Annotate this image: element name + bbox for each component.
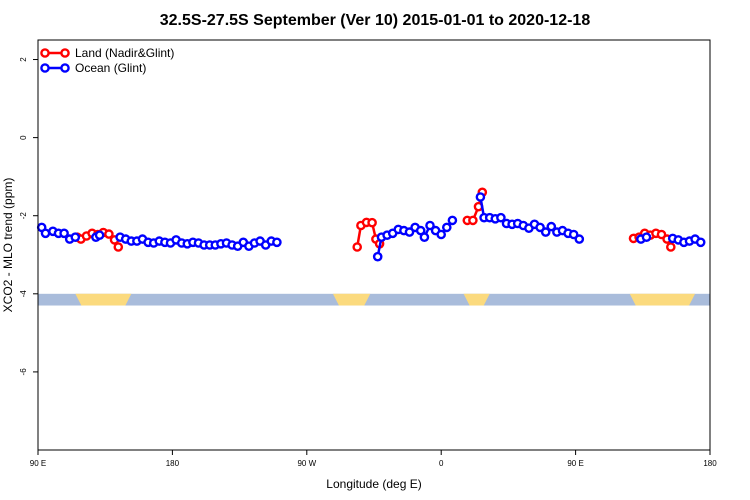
data-point: [475, 192, 486, 202]
data-point: [352, 242, 363, 252]
legend-item-1: Ocean (Glint): [40, 61, 146, 75]
x-tick-label: 90 W: [297, 459, 316, 468]
data-point: [496, 212, 506, 223]
x-tick-label: 180: [166, 459, 180, 468]
data-point: [367, 217, 377, 228]
y-tick-label: -6: [19, 368, 28, 376]
plot-frame: [37, 39, 711, 451]
data-point: [104, 229, 114, 239]
legend-marker: [60, 48, 70, 58]
y-axis-label: XCO2 - MLO trend (ppm): [1, 178, 15, 313]
data-point: [666, 242, 676, 252]
legend-label: Land (Nadir&Glint): [75, 46, 174, 60]
data-point: [59, 228, 69, 239]
land-ocean-band: [38, 293, 710, 306]
data-point: [695, 237, 706, 248]
data-point: [113, 242, 124, 252]
data-point: [468, 215, 478, 226]
ocean-band: [38, 293, 710, 306]
x-axis-ticks: 90 E 180 90 W 0 90 E 180: [30, 450, 717, 468]
data-point: [70, 232, 81, 242]
data-point: [372, 251, 383, 262]
land-band-segment-2: [463, 293, 490, 306]
x-tick-label: 180: [703, 459, 717, 468]
data-point: [574, 234, 585, 244]
land-band-segment-3: [629, 293, 696, 306]
data-point: [40, 228, 51, 239]
land-band-segment-1: [332, 293, 371, 306]
legend-marker: [40, 63, 50, 73]
legend-label: Ocean (Glint): [75, 61, 146, 75]
data-point: [272, 237, 282, 248]
data-point: [94, 230, 105, 240]
x-axis-label: Longitude (deg E): [326, 477, 421, 491]
y-tick-label: -4: [19, 290, 28, 298]
land-band-segment-0: [75, 293, 132, 306]
data-point: [641, 232, 652, 242]
series-layer: [36, 187, 706, 262]
legend-marker: [40, 48, 50, 58]
data-point: [425, 220, 435, 231]
y-tick-label: 2: [19, 57, 28, 62]
chart-title: 32.5S-27.5S September (Ver 10) 2015-01-0…: [160, 12, 591, 29]
series-1: [36, 192, 706, 262]
x-tick-label: 90 E: [567, 459, 583, 468]
y-axis-ticks: 2 0 -2 -4 -6: [19, 57, 38, 376]
y-tick-label: -2: [19, 212, 28, 220]
data-point: [546, 221, 557, 232]
y-tick-label: 0: [19, 135, 28, 140]
legend-item-0: Land (Nadir&Glint): [40, 46, 174, 60]
legend-marker: [60, 63, 70, 73]
x-tick-label: 90 E: [30, 459, 46, 468]
data-point: [419, 232, 430, 242]
data-point: [436, 229, 447, 240]
data-point: [447, 215, 458, 226]
x-tick-label: 0: [439, 459, 444, 468]
data-point: [540, 227, 551, 237]
legend: Land (Nadir&Glint)Ocean (Glint): [40, 46, 174, 75]
data-point: [441, 222, 452, 233]
